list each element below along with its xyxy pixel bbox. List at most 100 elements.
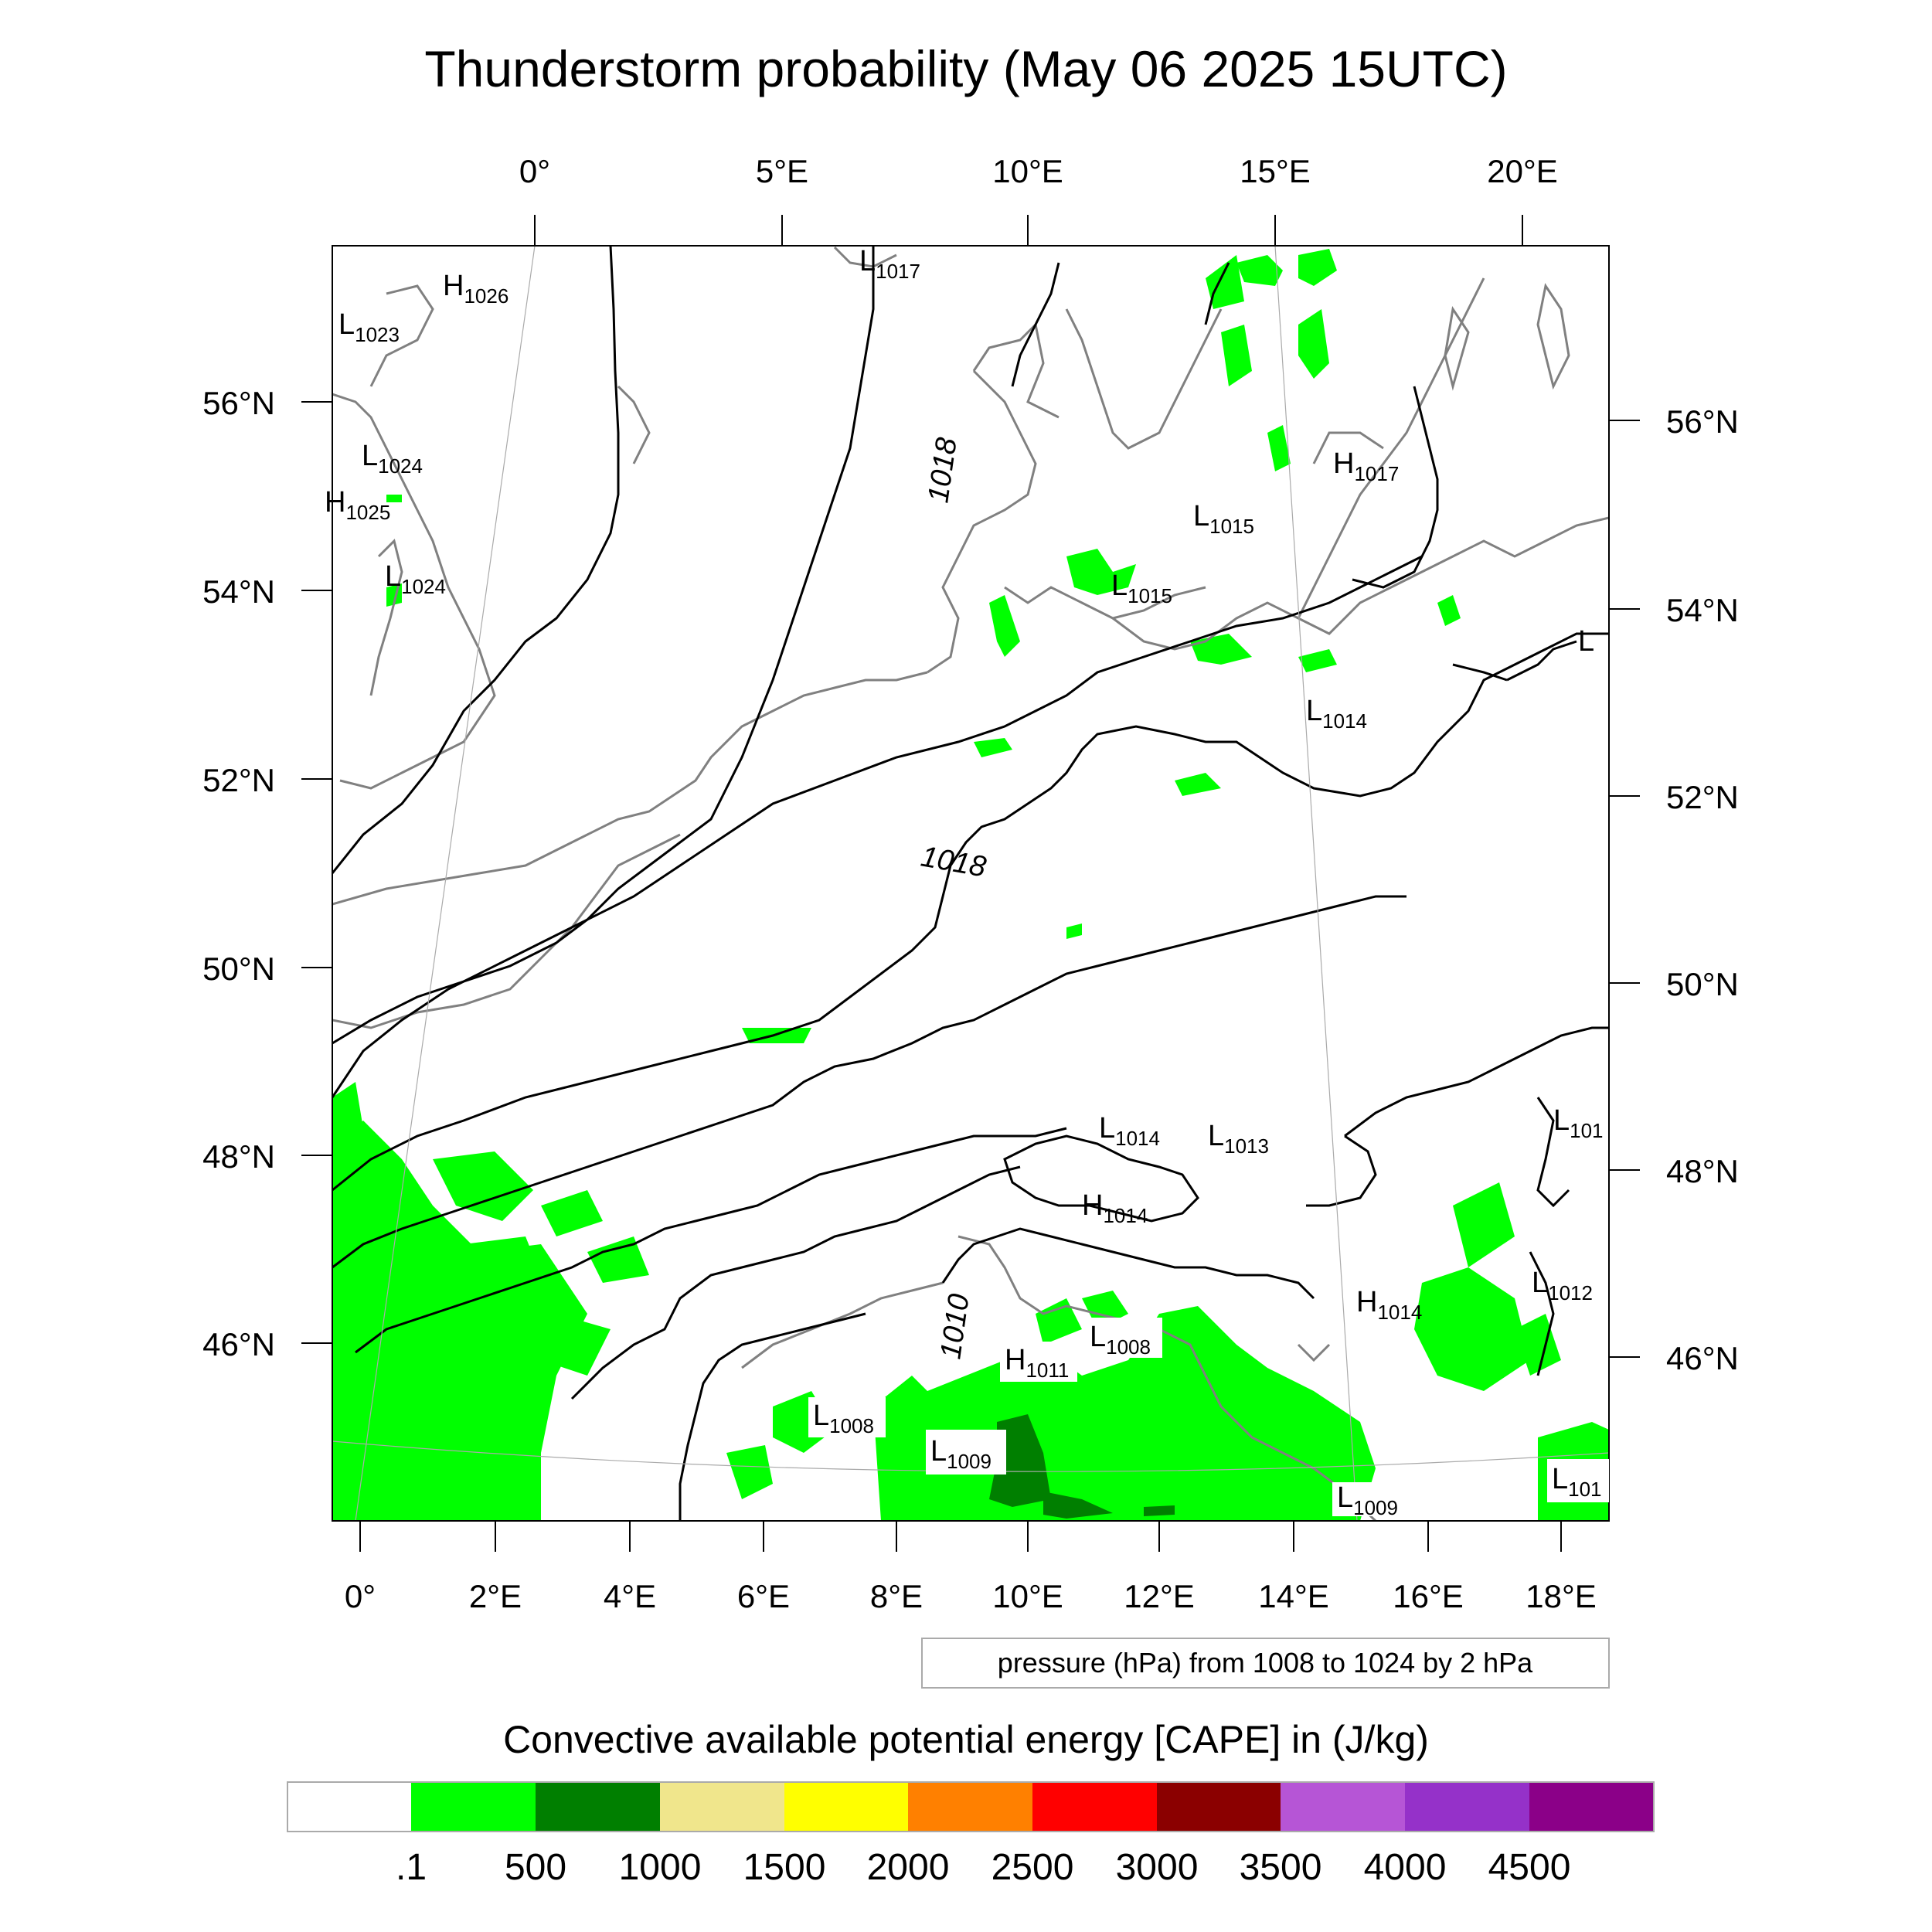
pressure-center-type: L: [385, 560, 401, 593]
pressure-center-type: H: [443, 270, 464, 302]
svg-text:L1024: L1024: [362, 440, 423, 478]
svg-text:L1009: L1009: [930, 1435, 992, 1473]
svg-text:L1015: L1015: [1111, 570, 1172, 607]
left-lat-label: 54°N: [202, 573, 275, 610]
pressure-center-value: 1008: [829, 1414, 874, 1437]
svg-text:L1009: L1009: [1337, 1481, 1398, 1519]
svg-text:L1024: L1024: [385, 560, 446, 598]
colorbar-tick-label: 1500: [743, 1847, 826, 1888]
pressure-center-type: L: [1193, 500, 1209, 532]
svg-text:H1025: H1025: [325, 486, 390, 524]
pressure-center-type: L: [1090, 1321, 1106, 1353]
pressure-center-type: H: [1356, 1286, 1377, 1318]
svg-text:H1014: H1014: [1082, 1189, 1148, 1227]
svg-text:L: L: [1578, 625, 1594, 658]
colorbar-swatch: [1405, 1782, 1529, 1832]
pressure-center-type: L: [1111, 570, 1128, 602]
info-box: [921, 1638, 1610, 1689]
left-lat-label: 52°N: [202, 762, 275, 798]
cape-shading-low: [332, 249, 1609, 1521]
colorbar-swatch: [660, 1782, 784, 1832]
right-lat-label: 46°N: [1666, 1340, 1739, 1376]
svg-text:L1015: L1015: [1193, 500, 1254, 538]
pressure-center-value: 1025: [345, 501, 390, 524]
bottom-lon-label: 8°E: [870, 1578, 923, 1614]
pressure-center-value: 1009: [947, 1450, 992, 1473]
top-lon-label: 0°: [519, 153, 550, 189]
bottom-lon-label: 10°E: [992, 1578, 1063, 1614]
pressure-center-type: L: [1337, 1481, 1353, 1514]
isobars: [332, 246, 1609, 1521]
right-lat-label: 50°N: [1666, 966, 1739, 1002]
colorbar-swatch: [536, 1782, 660, 1832]
pressure-center-value: 1014: [1377, 1301, 1422, 1324]
pressure-center-value: 1017: [876, 260, 920, 283]
pressure-center-value: 1015: [1209, 515, 1254, 538]
right-lat-label: 52°N: [1666, 779, 1739, 815]
pressure-center-type: L: [362, 440, 378, 472]
colorbar-swatch: [908, 1782, 1032, 1832]
bottom-lon-label: 12°E: [1124, 1578, 1195, 1614]
pressure-center-value: 1013: [1224, 1134, 1269, 1158]
bottom-lon-label: 4°E: [604, 1578, 656, 1614]
pressure-center-type: L: [1552, 1463, 1568, 1495]
svg-text:L1012: L1012: [1532, 1267, 1593, 1304]
colorbar-tick-label: .1: [396, 1847, 427, 1888]
pressure-center-value: 1017: [1354, 462, 1399, 485]
right-lat-label: 56°N: [1666, 403, 1739, 440]
colorbar-tick-label: 2500: [992, 1847, 1074, 1888]
plot-frame: [332, 245, 1610, 1522]
pressure-center-type: L: [859, 245, 876, 277]
pressure-center-type: L: [1532, 1267, 1548, 1299]
pressure-center-type: H: [1333, 447, 1354, 480]
info-box-text: pressure (hPa) from 1008 to 1024 by 2 hP…: [998, 1647, 1533, 1679]
pressure-center-value: 1014: [1322, 709, 1367, 733]
colorbar-tick-label: 4500: [1488, 1847, 1571, 1888]
svg-text:H1011: H1011: [1005, 1344, 1069, 1382]
bottom-lon-label: 0°: [345, 1578, 376, 1614]
svg-text:L101: L101: [1552, 1463, 1602, 1501]
pressure-center-value: 101: [1570, 1119, 1603, 1142]
colorbar-tick-label: 4000: [1364, 1847, 1447, 1888]
pressure-center-value: 1015: [1128, 584, 1172, 607]
svg-text:L1008: L1008: [1090, 1321, 1151, 1359]
bottom-longitude-axis: [359, 1521, 1562, 1552]
colorbar-swatch: [1281, 1782, 1405, 1832]
svg-text:L1014: L1014: [1099, 1112, 1160, 1150]
colorbar-tick-label: 3500: [1240, 1847, 1322, 1888]
pressure-center-value: 1014: [1103, 1204, 1148, 1227]
pressure-center-type: L: [1553, 1104, 1570, 1137]
bottom-lon-label: 16°E: [1393, 1578, 1464, 1614]
chart-title: Thunderstorm probability (May 06 2025 15…: [424, 40, 1507, 97]
colorbar-swatch: [1032, 1782, 1157, 1832]
map-plot-area: [332, 246, 1609, 1521]
pressure-center-value: 1008: [1106, 1335, 1151, 1359]
svg-text:H1014: H1014: [1356, 1286, 1422, 1324]
left-lat-label: 50°N: [202, 951, 275, 987]
svg-text:L1023: L1023: [338, 308, 400, 346]
svg-text:L1013: L1013: [1208, 1120, 1269, 1158]
svg-text:L101: L101: [1553, 1104, 1604, 1142]
pressure-centers: L1017 H1026 L1023 L1024 H1025 L1024 H101…: [325, 245, 1609, 1519]
svg-text:L1014: L1014: [1306, 695, 1367, 733]
pressure-center-value: 1012: [1548, 1281, 1593, 1304]
top-longitude-axis: [534, 215, 1523, 246]
pressure-center-value: 1014: [1115, 1127, 1160, 1150]
svg-text:H1017: H1017: [1333, 447, 1399, 485]
top-lon-label: 10°E: [992, 153, 1063, 189]
left-lat-label: 56°N: [202, 385, 275, 421]
left-lat-label: 48°N: [202, 1138, 275, 1175]
right-lat-label: 54°N: [1666, 592, 1739, 628]
right-lat-label: 48°N: [1666, 1153, 1739, 1189]
svg-text:L1017: L1017: [859, 245, 920, 283]
pressure-center-value: 1009: [1353, 1496, 1398, 1519]
colorbar-tick-label: 3000: [1116, 1847, 1199, 1888]
colorbar-tick-label: 2000: [867, 1847, 950, 1888]
colorbar: [287, 1781, 1655, 1832]
colorbar-tick-label: 500: [505, 1847, 566, 1888]
pressure-center-type: H: [1005, 1344, 1026, 1376]
pressure-center-type: L: [1306, 695, 1322, 727]
colorbar-title: Convective available potential energy [C…: [503, 1718, 1429, 1761]
top-lon-label: 20°E: [1487, 153, 1558, 189]
